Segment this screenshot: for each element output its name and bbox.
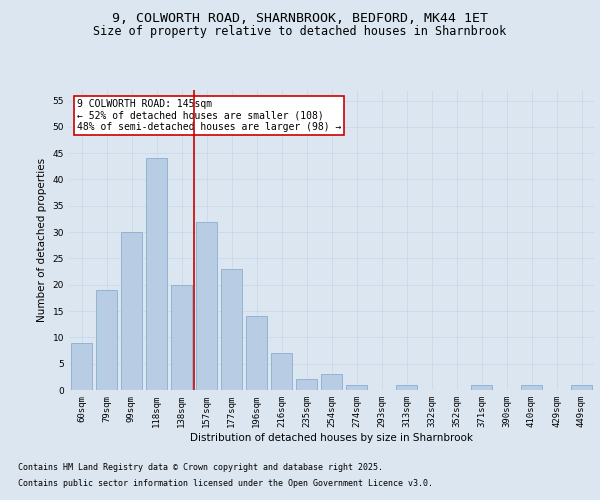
Bar	[346, 384, 367, 390]
Bar	[196, 222, 217, 390]
Bar	[246, 316, 267, 390]
Bar	[146, 158, 167, 390]
X-axis label: Distribution of detached houses by size in Sharnbrook: Distribution of detached houses by size …	[190, 432, 473, 442]
Text: Contains public sector information licensed under the Open Government Licence v3: Contains public sector information licen…	[18, 478, 433, 488]
Bar	[171, 284, 192, 390]
Y-axis label: Number of detached properties: Number of detached properties	[37, 158, 47, 322]
Bar	[96, 290, 117, 390]
Text: Size of property relative to detached houses in Sharnbrook: Size of property relative to detached ho…	[94, 25, 506, 38]
Text: 9, COLWORTH ROAD, SHARNBROOK, BEDFORD, MK44 1ET: 9, COLWORTH ROAD, SHARNBROOK, BEDFORD, M…	[112, 12, 488, 26]
Bar	[296, 380, 317, 390]
Bar	[471, 384, 492, 390]
Text: Contains HM Land Registry data © Crown copyright and database right 2025.: Contains HM Land Registry data © Crown c…	[18, 464, 383, 472]
Bar	[71, 342, 92, 390]
Text: 9 COLWORTH ROAD: 145sqm
← 52% of detached houses are smaller (108)
48% of semi-d: 9 COLWORTH ROAD: 145sqm ← 52% of detache…	[77, 99, 341, 132]
Bar	[571, 384, 592, 390]
Bar	[396, 384, 417, 390]
Bar	[271, 353, 292, 390]
Bar	[521, 384, 542, 390]
Bar	[221, 269, 242, 390]
Bar	[121, 232, 142, 390]
Bar	[321, 374, 342, 390]
